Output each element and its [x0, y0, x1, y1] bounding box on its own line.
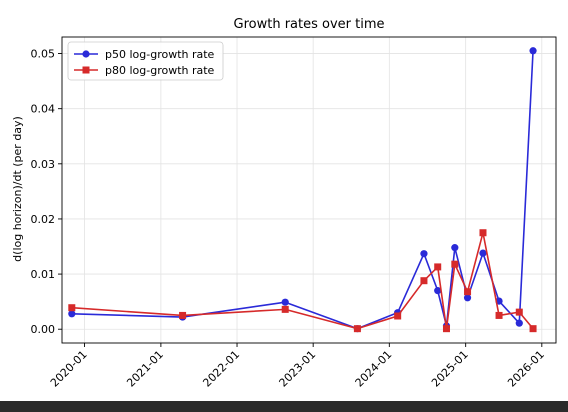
data-point-square: [529, 325, 537, 333]
data-point-circle: [451, 244, 459, 252]
data-point-square: [434, 263, 442, 271]
legend-marker-circle: [82, 50, 90, 58]
window-bottom-bar: [0, 401, 568, 412]
plot-frame: [61, 36, 557, 344]
series-line-1: [71, 50, 534, 330]
y-tick-label: 0.02: [31, 213, 56, 226]
x-tick-label: 2020-01: [48, 348, 90, 390]
y-tick-label: 0.03: [31, 158, 56, 171]
data-point-circle: [434, 287, 442, 295]
data-point-circle: [479, 249, 487, 257]
data-point-square: [179, 311, 187, 319]
data-point-square: [394, 312, 402, 320]
data-point-square: [451, 260, 459, 268]
grid: [62, 37, 556, 343]
x-tick-label: 2026-01: [505, 348, 547, 390]
data-point-square: [479, 229, 487, 237]
legend-label-2: p80 log-growth rate: [105, 64, 215, 77]
legend-marker-square: [82, 66, 90, 74]
data-point-square: [353, 325, 361, 333]
data-point-square: [495, 311, 503, 319]
data-point-circle: [281, 298, 289, 306]
line-chart: Growth rates over time d(log horizon)/dt…: [11, 17, 557, 390]
legend-box: [67, 41, 224, 81]
data-point-square: [420, 277, 428, 285]
data-point-circle: [515, 319, 523, 327]
data-point-square: [68, 304, 76, 312]
legend-label-1: p50 log-growth rate: [105, 48, 215, 61]
x-tick-label: 2025-01: [429, 348, 471, 390]
y-axis-label: d(log horizon)/dt (per day): [11, 116, 24, 262]
x-tick-label: 2021-01: [124, 348, 166, 390]
legend: p50 log-growth rate p80 log-growth rate: [67, 41, 224, 81]
x-tick-label: 2023-01: [277, 348, 319, 390]
x-tick-label: 2022-01: [200, 348, 242, 390]
data-point-square: [281, 305, 289, 313]
data-point-circle: [529, 47, 537, 55]
data-point-circle: [420, 250, 428, 258]
x-tick-label: 2024-01: [353, 348, 395, 390]
series-group: [68, 47, 537, 333]
data-point-square: [464, 288, 472, 296]
y-tick-label: 0.01: [31, 268, 56, 281]
y-tick-label: 0.05: [31, 48, 56, 61]
chart-title: Growth rates over time: [234, 17, 385, 32]
data-point-circle: [463, 294, 472, 302]
data-point-circle: [68, 310, 76, 318]
data-point-square: [515, 308, 523, 316]
y-tick-label: 0.00: [31, 323, 56, 336]
data-point-square: [442, 325, 450, 333]
series-line-2: [71, 231, 534, 330]
axes: 0.00 0.01 0.02 0.03 0.04 0.05 2020-01 2021-01 20…: [31, 36, 557, 390]
y-tick-label: 0.04: [31, 103, 56, 116]
